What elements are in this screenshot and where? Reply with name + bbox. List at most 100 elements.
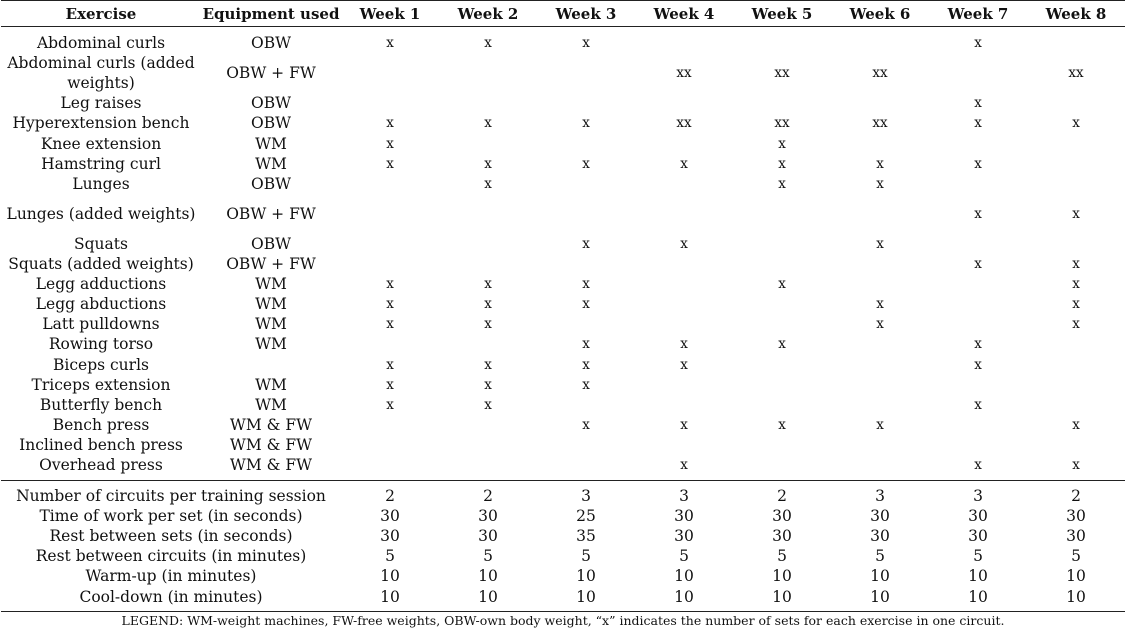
- parameter-value-week-5: 5: [777, 547, 787, 566]
- parameter-value-week-2: 2: [439, 480, 537, 507]
- equipment-cell: WM & FW: [229, 435, 313, 454]
- sets-cell-week-6: x: [876, 235, 884, 252]
- exercise-row: Squats OBW x x x: [1, 234, 1125, 254]
- sets-cell-week-1: x: [386, 276, 394, 293]
- sets-cell-week-6: [831, 375, 929, 395]
- parameter-value-week-6: 3: [831, 480, 929, 507]
- sets-cell-week-4: x: [680, 155, 688, 172]
- parameter-value-week-1: 10: [341, 586, 439, 612]
- parameter-label: Number of circuits per training session: [1, 480, 341, 507]
- sets-cell-week-8: [1027, 234, 1125, 254]
- sets-cell-week-2: x: [484, 276, 492, 293]
- sets-cell-week-5: [733, 435, 831, 455]
- sets-cell-week-1: [341, 194, 439, 234]
- sets-cell-week-6: [831, 254, 929, 274]
- sets-cell-week-3: [537, 133, 635, 153]
- sets-cell-week-4: [635, 254, 733, 274]
- parameter-value-week-2: 10: [478, 567, 498, 586]
- sets-cell-week-1: [341, 234, 439, 254]
- sets-cell-week-7: x: [974, 256, 982, 273]
- exercise-name: Lunges: [72, 174, 130, 193]
- equipment-cell: WM & FW: [229, 415, 313, 434]
- sets-cell-week-5: xx: [774, 65, 790, 82]
- equipment-cell: WM: [255, 375, 287, 394]
- sets-cell-week-8: [1027, 355, 1125, 375]
- sets-cell-week-3: x: [582, 155, 590, 172]
- sets-cell-week-2: [439, 93, 537, 113]
- sets-cell-week-5: [733, 234, 831, 254]
- sets-cell-week-6: [831, 274, 929, 294]
- parameter-value-week-1: 5: [385, 547, 395, 566]
- parameter-label: Time of work per set (in seconds): [39, 507, 303, 526]
- exercise-name: Lunges (added weights): [6, 204, 196, 223]
- parameter-value-week-8: 30: [1066, 527, 1086, 546]
- sets-cell-week-5: [733, 254, 831, 274]
- parameter-value-week-5: 30: [772, 507, 792, 526]
- sets-cell-week-5: [733, 375, 831, 395]
- parameter-value-week-7: 30: [968, 507, 988, 526]
- sets-cell-week-6: x: [876, 296, 884, 313]
- sets-cell-week-1: [341, 53, 439, 93]
- sets-cell-week-2: x: [484, 376, 492, 393]
- parameter-value-week-8: 10: [1027, 586, 1125, 612]
- exercise-name: Rowing torso: [48, 335, 154, 354]
- parameter-value-week-1: 30: [380, 507, 400, 526]
- exercise-row: Legg abductions WM x x x x x: [1, 294, 1125, 314]
- exercise-name: Butterfly bench: [39, 395, 163, 414]
- exercise-name: Bench press: [52, 415, 150, 434]
- sets-cell-week-4: [635, 133, 733, 153]
- sets-cell-week-3: [537, 254, 635, 274]
- sets-cell-week-5: [733, 455, 831, 481]
- legend-note: LEGEND: WM-weight machines, FW-free weig…: [121, 613, 1005, 628]
- equipment-cell: OBW: [250, 114, 292, 133]
- equipment-cell: WM: [255, 154, 287, 173]
- equipment-cell: WM: [255, 295, 287, 314]
- exercise-row: Hyperextension bench OBW x x x xx xx xx x x: [1, 113, 1125, 133]
- parameter-label: Rest between circuits (in minutes): [35, 547, 307, 566]
- sets-cell-week-2: [439, 435, 537, 455]
- sets-cell-week-7: x: [974, 35, 982, 52]
- parameter-value-week-8: 30: [1066, 507, 1086, 526]
- sets-cell-week-1: x: [386, 396, 394, 413]
- sets-cell-week-8: [1027, 133, 1125, 153]
- sets-cell-week-5: x: [778, 276, 786, 293]
- exercise-name: Knee extension: [40, 134, 162, 153]
- exercise-row: Hamstring curl WM x x x x x x x: [1, 154, 1125, 174]
- exercise-name: Leg raises: [60, 94, 142, 113]
- parameter-value-week-2: 10: [439, 586, 537, 612]
- parameter-value-week-8: 2: [1027, 480, 1125, 507]
- header-week-4: Week 4: [635, 0, 733, 27]
- sets-cell-week-7: [929, 294, 1027, 314]
- parameter-value-week-2: 30: [478, 507, 498, 526]
- sets-cell-week-8: [1027, 375, 1125, 395]
- sets-cell-week-2: [439, 455, 537, 481]
- sets-cell-week-4: x: [680, 235, 688, 252]
- parameter-value-week-6: 10: [831, 586, 929, 612]
- parameter-value-week-8: 5: [1071, 547, 1081, 566]
- sets-cell-week-8: [1027, 435, 1125, 455]
- parameter-value-week-3: 5: [581, 547, 591, 566]
- equipment-cell: OBW + FW: [226, 64, 316, 83]
- parameter-value-week-7: 10: [929, 586, 1027, 612]
- parameter-value-week-3: 3: [537, 480, 635, 507]
- sets-cell-week-3: x: [582, 376, 590, 393]
- exercise-row: Abdominal curls OBW x x x x: [1, 27, 1125, 54]
- sets-cell-week-1: x: [386, 316, 394, 333]
- sets-cell-week-4: [635, 375, 733, 395]
- parameter-value-week-6: 30: [870, 507, 890, 526]
- sets-cell-week-2: x: [484, 35, 492, 52]
- parameter-value-week-5: 30: [772, 527, 792, 546]
- sets-cell-week-6: x: [876, 155, 884, 172]
- exercise-name: Abdominal curls: [36, 34, 166, 53]
- header-row: Exercise Equipment used Week 1 Week 2 We…: [1, 0, 1125, 27]
- sets-cell-week-6: [831, 93, 929, 113]
- exercise-name: Inclined bench press: [19, 435, 183, 454]
- equipment-cell: WM: [255, 315, 287, 334]
- sets-cell-week-1: [341, 334, 439, 354]
- exercise-name: Hamstring curl: [41, 154, 161, 173]
- sets-cell-week-1: x: [386, 155, 394, 172]
- sets-cell-week-4: [635, 314, 733, 334]
- parameter-label: Rest between sets (in seconds): [49, 527, 293, 546]
- sets-cell-week-5: xx: [774, 115, 790, 132]
- header-week-2: Week 2: [439, 0, 537, 27]
